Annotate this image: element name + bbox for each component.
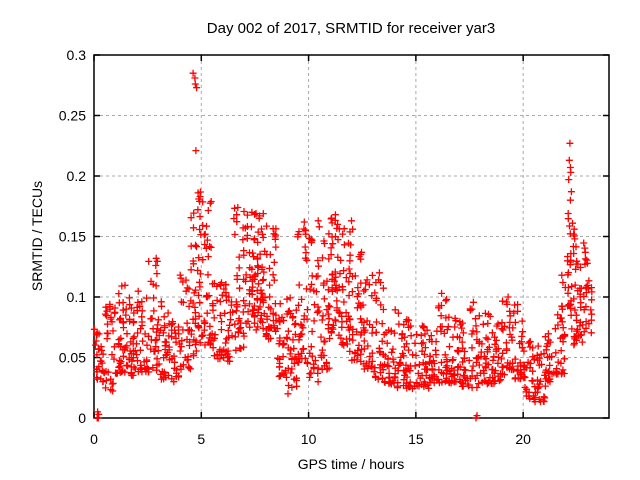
chart-title: Day 002 of 2017, SRMTID for receiver yar… [207, 20, 495, 37]
x-axis-label: GPS time / hours [298, 456, 405, 472]
tick-labels: 0 5 10 15 20 0 0.05 0.1 0.15 0.2 0.25 0.3 [59, 47, 531, 447]
y-tick-label: 0.25 [59, 108, 86, 124]
grid-lines [94, 55, 609, 418]
x-tick-label: 15 [408, 431, 424, 447]
x-tick-label: 0 [90, 431, 98, 447]
y-tick-label: 0.2 [67, 168, 87, 184]
y-tick-label: 0.3 [67, 47, 87, 63]
x-tick-label: 5 [197, 431, 205, 447]
y-tick-label: 0.15 [59, 229, 86, 245]
y-axis-label: SRMTID / TECUs [29, 181, 45, 291]
x-tick-label: 20 [515, 431, 531, 447]
scatter-plus-markers [90, 69, 596, 422]
y-tick-label: 0 [78, 410, 86, 426]
data-points [90, 69, 596, 422]
y-tick-label: 0.05 [59, 350, 86, 366]
x-tick-label: 10 [301, 431, 317, 447]
y-tick-label: 0.1 [67, 289, 87, 305]
